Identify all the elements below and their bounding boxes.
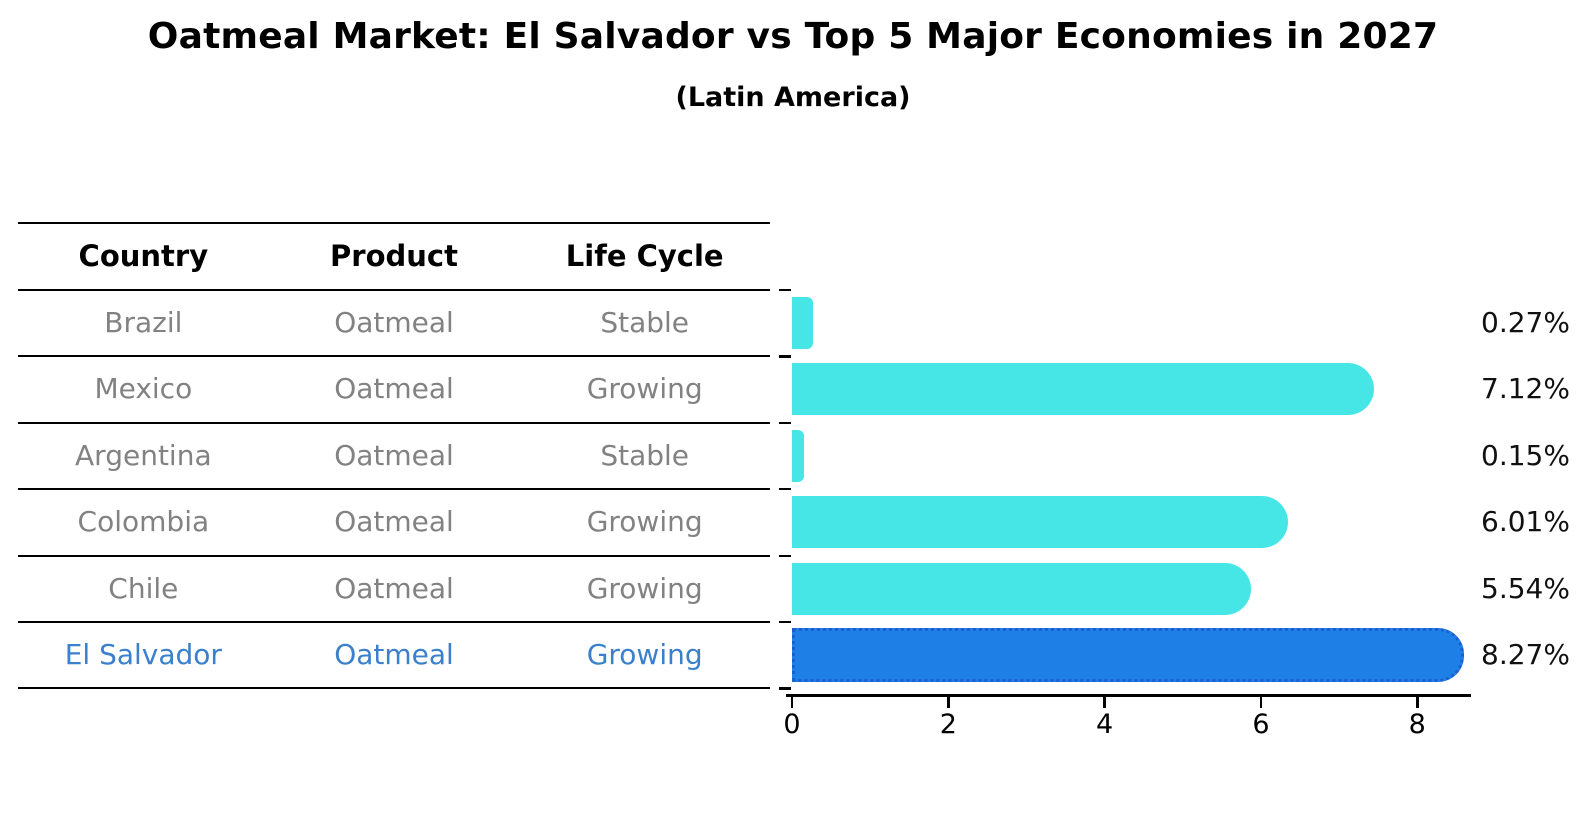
table-row: Chile Oatmeal Growing bbox=[18, 556, 770, 622]
table-horizontal-line bbox=[18, 621, 770, 623]
bar-row: 5.54% bbox=[792, 556, 1586, 622]
table-row: Brazil Oatmeal Stable bbox=[18, 290, 770, 356]
x-axis-tick-label: 0 bbox=[783, 709, 801, 740]
table-header-row: Country Product Life Cycle bbox=[18, 223, 770, 290]
table-row: Mexico Oatmeal Growing bbox=[18, 356, 770, 422]
table-cell-country: Brazil bbox=[104, 306, 183, 339]
table-row: Argentina Oatmeal Stable bbox=[18, 423, 770, 489]
bar-row: 0.27% bbox=[792, 290, 1586, 356]
table-row: El Salvador Oatmeal Growing bbox=[18, 622, 770, 688]
value-label: 0.15% bbox=[1481, 438, 1570, 472]
table-horizontal-line bbox=[18, 687, 770, 690]
bar bbox=[792, 363, 1375, 416]
y-axis-tick bbox=[779, 355, 791, 358]
table-cell-life-cycle: Growing bbox=[586, 571, 703, 605]
table-cell-product: Oatmeal bbox=[334, 438, 454, 472]
chart-title: Oatmeal Market: El Salvador vs Top 5 Maj… bbox=[147, 16, 1439, 57]
table-horizontal-line bbox=[18, 289, 770, 291]
table-horizontal-line bbox=[18, 421, 770, 424]
y-axis-tick bbox=[779, 289, 791, 292]
x-axis-tick-label: 2 bbox=[939, 709, 957, 740]
value-label: 0.27% bbox=[1481, 306, 1570, 339]
table-cell-life-cycle: Stable bbox=[600, 438, 690, 472]
table-cell-product: Oatmeal bbox=[334, 638, 454, 671]
x-axis-tick bbox=[790, 697, 794, 708]
x-axis-tick bbox=[1416, 697, 1419, 708]
x-axis-tick bbox=[947, 697, 950, 708]
bar-row: 0.15% bbox=[792, 423, 1586, 489]
x-axis-tick-label: 4 bbox=[1096, 709, 1114, 740]
y-axis-tick bbox=[779, 421, 791, 424]
x-axis-line bbox=[786, 694, 1471, 697]
table-cell-country: El Salvador bbox=[64, 638, 222, 671]
bar bbox=[792, 496, 1288, 549]
y-axis-tick bbox=[779, 554, 791, 557]
highlight-bar bbox=[792, 628, 1465, 682]
table-cell-country: Argentina bbox=[75, 438, 212, 472]
bar-row: 8.27% bbox=[792, 622, 1586, 688]
bar bbox=[792, 429, 804, 482]
y-axis-tick bbox=[779, 488, 791, 491]
table-horizontal-line bbox=[18, 355, 770, 358]
x-axis-tick bbox=[1103, 697, 1106, 708]
table-cell-product: Oatmeal bbox=[334, 505, 454, 539]
table-cell-product: Oatmeal bbox=[334, 372, 454, 406]
x-axis-tick-label: 6 bbox=[1252, 709, 1270, 740]
value-label: 6.01% bbox=[1481, 505, 1570, 539]
table-cell-country: Mexico bbox=[94, 372, 193, 406]
chart-subtitle: (Latin America) bbox=[675, 82, 911, 113]
table-cell-life-cycle: Stable bbox=[600, 306, 690, 339]
x-axis-tick-label: 8 bbox=[1408, 709, 1426, 740]
bar bbox=[792, 297, 814, 349]
table-horizontal-line bbox=[18, 488, 770, 491]
bar-row: 7.12% bbox=[792, 356, 1586, 422]
table-horizontal-line bbox=[18, 222, 770, 224]
table-header-country: Country bbox=[78, 239, 209, 273]
value-label: 7.12% bbox=[1481, 372, 1570, 406]
table-header-life-cycle: Life Cycle bbox=[565, 239, 724, 273]
value-label: 8.27% bbox=[1481, 638, 1570, 671]
value-label: 5.54% bbox=[1481, 571, 1570, 605]
table-cell-life-cycle: Growing bbox=[586, 372, 703, 406]
table-horizontal-line bbox=[18, 554, 770, 557]
table-header-product: Product bbox=[330, 239, 458, 273]
table-cell-country: Colombia bbox=[77, 505, 210, 539]
table-cell-country: Chile bbox=[108, 571, 179, 605]
table-cell-life-cycle: Growing bbox=[586, 638, 703, 671]
x-axis-tick bbox=[1259, 697, 1263, 708]
table-cell-product: Oatmeal bbox=[334, 306, 454, 339]
table-cell-life-cycle: Growing bbox=[586, 505, 703, 539]
table-cell-product: Oatmeal bbox=[334, 571, 454, 605]
table-row: Colombia Oatmeal Growing bbox=[18, 489, 770, 555]
y-axis-tick bbox=[779, 687, 791, 690]
bar-row: 6.01% bbox=[792, 489, 1586, 555]
y-axis-tick bbox=[779, 621, 791, 624]
bar bbox=[792, 562, 1251, 615]
